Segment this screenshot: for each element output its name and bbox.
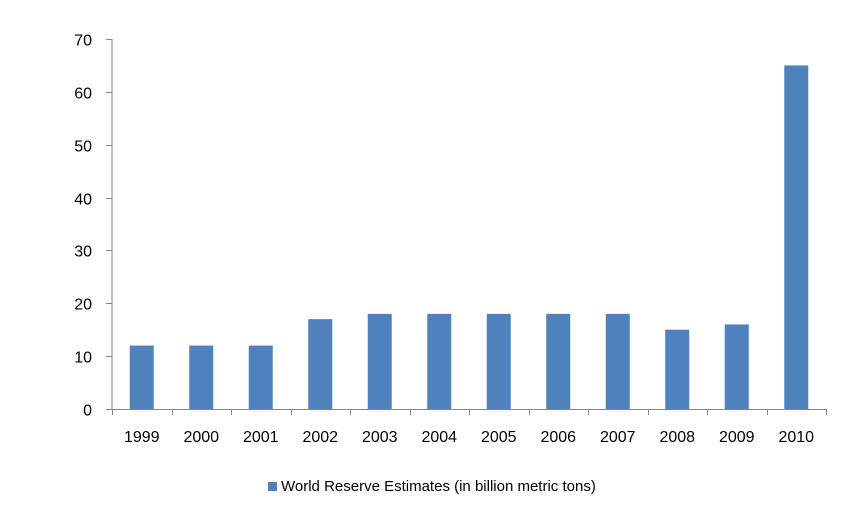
bar-series <box>129 65 809 409</box>
legend: World Reserve Estimates (in billion metr… <box>268 478 596 495</box>
x-tick-label: 2005 <box>481 429 517 446</box>
y-tick-label: 70 <box>74 33 92 50</box>
bar-2001 <box>248 345 273 409</box>
x-axis: 1999 2000 2001 2002 2003 2004 2005 2006 2007 2008… <box>106 409 827 446</box>
x-tick-label: 2000 <box>183 429 219 446</box>
bar-2004 <box>427 313 452 409</box>
bar-2003 <box>367 313 392 409</box>
bar-chart: 0 10 20 30 40 50 60 70 1999 2000 2001 2002 2003 2004… <box>74 33 827 446</box>
bar-2000 <box>189 345 214 409</box>
x-tick-label: 2001 <box>243 429 279 446</box>
bar-2002 <box>308 319 333 409</box>
x-tick-label: 1999 <box>124 429 160 446</box>
y-axis: 0 10 20 30 40 50 60 70 <box>74 33 113 420</box>
y-tick-label: 60 <box>74 86 92 103</box>
legend-swatch <box>268 482 277 491</box>
x-tick-label: 2004 <box>421 429 457 446</box>
bar-2007 <box>605 313 630 409</box>
x-tick-label: 2009 <box>719 429 755 446</box>
bar-1999 <box>129 345 154 409</box>
x-tick-label: 2007 <box>600 429 636 446</box>
x-tick-label: 2003 <box>362 429 398 446</box>
y-tick-label: 30 <box>74 244 92 261</box>
bar-2008 <box>665 329 690 409</box>
x-tick-label: 2010 <box>778 429 814 446</box>
x-tick-label: 2002 <box>302 429 338 446</box>
legend-label: World Reserve Estimates (in billion metr… <box>281 478 596 495</box>
bar-2006 <box>546 313 571 409</box>
y-tick-label: 0 <box>83 403 92 420</box>
bar-2010 <box>784 65 809 409</box>
y-tick-label: 20 <box>74 297 92 314</box>
bar-2009 <box>724 324 749 409</box>
y-tick-label: 10 <box>74 350 92 367</box>
y-tick-label: 50 <box>74 139 92 156</box>
bar-2005 <box>486 313 511 409</box>
x-tick-label: 2006 <box>540 429 576 446</box>
y-tick-label: 40 <box>74 192 92 209</box>
x-tick-label: 2008 <box>659 429 695 446</box>
